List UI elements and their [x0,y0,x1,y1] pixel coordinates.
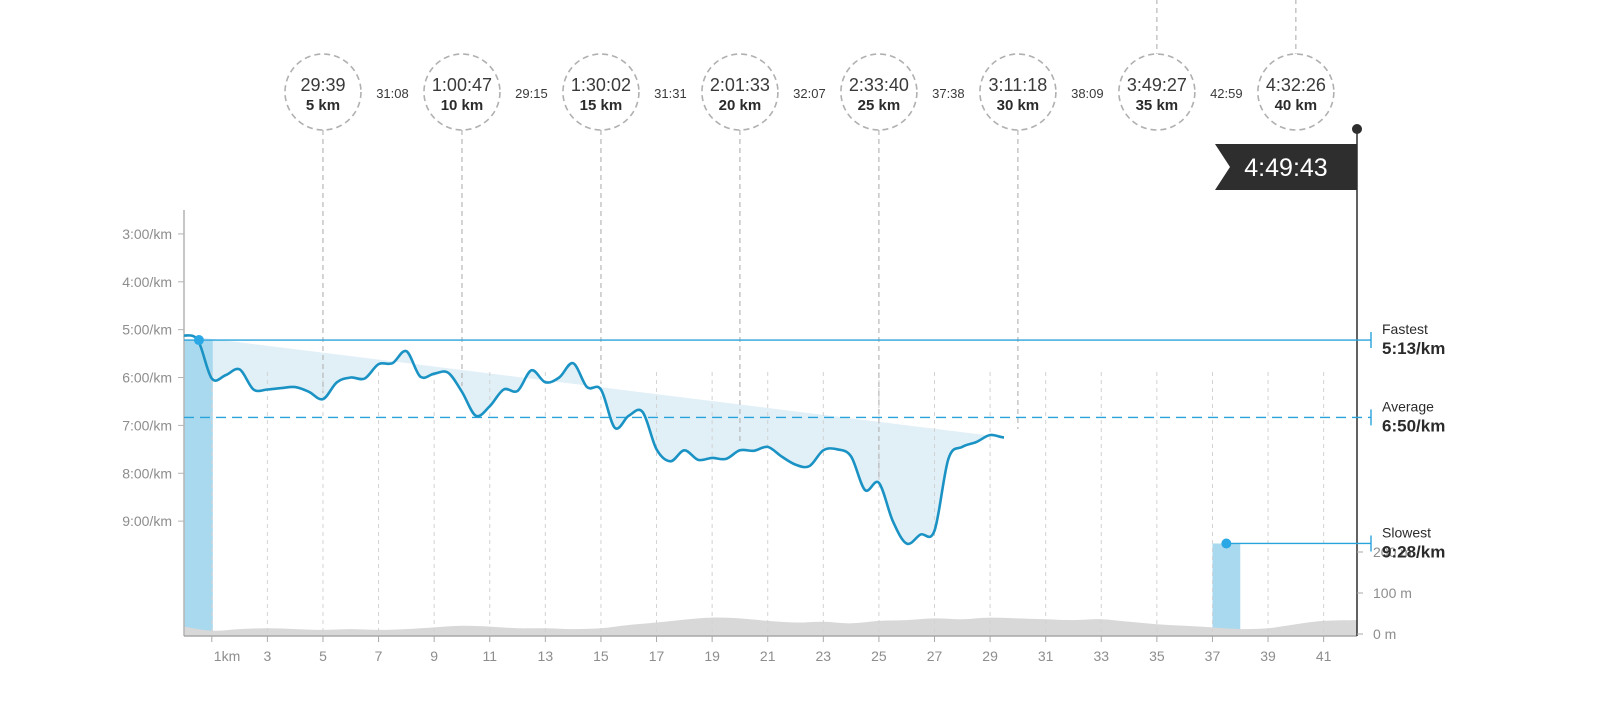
x-tick-label: 21 [760,648,776,664]
split-distance: 40 km [1275,97,1318,114]
elevation-area [184,617,1357,636]
slowest-value: 9:28/km [1382,542,1445,561]
y-tick-label: 3:00/km [122,226,172,242]
split-time: 1:30:02 [571,75,631,95]
segment-time: 37:38 [932,86,965,101]
axes [183,130,1358,637]
split-circle [423,53,501,131]
x-tick-label: 15 [593,648,609,664]
slowest-label: Slowest [1382,524,1431,540]
pace-marker-labels: Fastest 5:13/km Average 6:50/km Slowest 9:28/… [1370,321,1445,561]
split-time: 3:49:27 [1127,75,1187,95]
split-distance: 5 km [306,97,340,114]
y-tick-label: 5:00/km [122,322,172,338]
fastest-label: Fastest [1382,321,1428,337]
pace-area [184,335,1004,544]
split-circle [840,53,918,131]
y-axis-ticks: 3:00/km 4:00/km 5:00/km 6:00/km 7:00/km 8:00/… [122,226,184,529]
split-distance: 35 km [1136,97,1179,114]
split-time: 2:33:40 [849,75,909,95]
elevation-tick-label: 0 m [1373,626,1396,642]
split-circle [979,53,1057,131]
x-tick-label: 19 [704,648,720,664]
x-tick-label: 3 [263,648,271,664]
split-circle [284,53,362,131]
slowest-point [1221,538,1232,549]
split-distance: 25 km [858,97,901,114]
split-time: 29:39 [300,75,345,95]
x-tick-label: 5 [319,648,327,664]
split-time: 4:32:26 [1266,75,1326,95]
finish-pole-top [1352,124,1362,134]
x-tick-label: 37 [1205,648,1221,664]
average-label: Average [1382,398,1434,414]
segment-time: 38:09 [1071,86,1104,101]
slowest-band [1212,543,1241,636]
segment-time: 42:59 [1210,86,1243,101]
elevation-tick-label: 200 m [1373,544,1412,560]
x-tick-label: 11 [482,648,497,664]
split-circle [1257,53,1335,131]
split-circles: 29:39 5 km 1:00:47 10 km 1:30:02 15 km 2:01:33… [284,53,1335,131]
split-distance: 20 km [719,97,762,114]
x-tick-label: 41 [1316,648,1332,664]
fastest-band [184,340,213,636]
fastest-value: 5:13/km [1382,339,1445,358]
x-tick-label: 17 [649,648,665,664]
y-tick-label: 9:00/km [122,513,172,529]
x-tick-label: 13 [538,648,554,664]
split-time: 2:01:33 [710,75,770,95]
segment-time: 31:08 [376,86,409,101]
x-tick-label: 25 [871,648,887,664]
y-tick-label: 6:00/km [122,370,172,386]
average-value: 6:50/km [1382,416,1445,435]
finish-time: 4:49:43 [1244,154,1327,182]
x-tick-label: 1km [214,648,240,664]
x-tick-label: 27 [927,648,943,664]
split-distance: 15 km [580,97,623,114]
finish-flag: 4:49:43 [1215,124,1362,190]
x-tick-label: 29 [982,648,998,664]
segment-times: 31:08 29:15 31:31 32:07 37:38 38:09 42:59 [376,86,1242,101]
y-tick-label: 7:00/km [122,417,172,433]
split-time: 1:00:47 [432,75,492,95]
segment-time: 32:07 [793,86,826,101]
split-circle [701,53,779,131]
segment-time: 29:15 [515,86,548,101]
split-time: 3:11:18 [989,75,1048,95]
split-circle [562,53,640,131]
fastest-point [193,335,204,346]
split-distance: 30 km [997,97,1040,114]
x-tick-label: 39 [1260,648,1276,664]
elevation-axis-ticks: 0 m 100 m 200 m [1357,544,1412,642]
plot-backgrounds [184,335,1357,636]
x-tick-label: 35 [1149,648,1165,664]
y-tick-label: 8:00/km [122,465,172,481]
finish-flag-shape [1215,144,1357,190]
x-tick-label: 23 [816,648,832,664]
y-tick-label: 4:00/km [122,274,172,290]
x-tick-label: 9 [430,648,438,664]
vertical-grid [211,372,1325,636]
x-axis-ticks: 1km 3 5 7 9 11 13 15 17 19 21 23 25 27 29 31 33 35 37 39 41 [211,636,1332,664]
pace-line [183,334,1005,546]
segment-time: 31:31 [654,86,687,101]
split-circle [1118,53,1196,131]
x-tick-label: 7 [375,648,383,664]
x-tick-label: 33 [1093,648,1109,664]
x-tick-label: 31 [1038,648,1054,664]
elevation-tick-label: 100 m [1373,585,1412,601]
split-distance: 10 km [441,97,484,114]
